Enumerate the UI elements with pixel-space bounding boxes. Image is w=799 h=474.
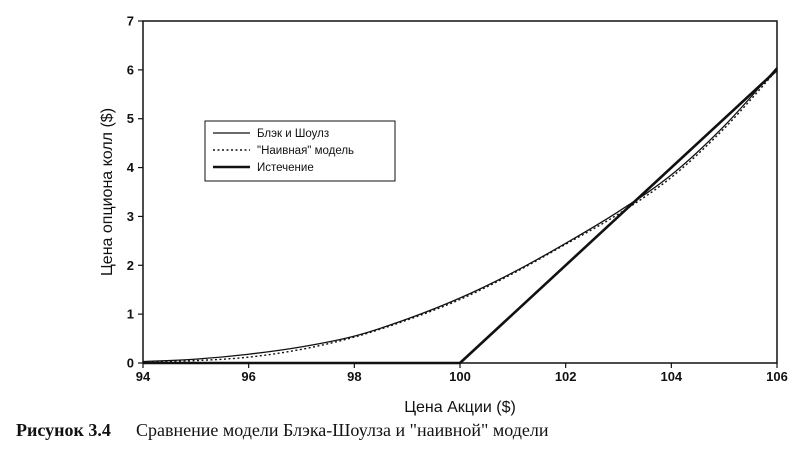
y-axis-title: Цена опциона колл ($) <box>99 108 116 276</box>
x-tick-label: 100 <box>449 369 471 384</box>
x-tick-label: 104 <box>660 369 682 384</box>
y-tick-label: 6 <box>127 62 134 77</box>
legend-label-0: Блэк и Шоулз <box>257 128 329 140</box>
y-tick-label: 1 <box>127 307 134 322</box>
figure-number: Рисунок 3.4 <box>16 420 111 440</box>
y-tick-label: 7 <box>127 14 134 29</box>
x-tick-label: 98 <box>347 369 361 384</box>
x-tick-label: 102 <box>555 369 577 384</box>
figure-caption: Рисунок 3.4 Сравнение модели Блэка-Шоулза… <box>16 420 549 441</box>
y-tick-label: 0 <box>127 356 134 371</box>
plot-frame <box>142 20 778 364</box>
y-tick-label: 3 <box>127 209 134 224</box>
series-layer <box>142 66 778 365</box>
axis-ticks: 94 96 98 100 102 104 106 0 1 2 3 4 5 6 7 <box>127 14 788 385</box>
legend: Блэк и Шоулз "Наивная" модель Истечение <box>204 120 396 182</box>
x-tick-label: 106 <box>766 369 788 384</box>
x-axis-title: Цена Акции ($) <box>404 399 516 416</box>
y-tick-label: 5 <box>127 111 134 126</box>
series-line-2 <box>143 68 778 365</box>
series-line-0 <box>142 66 778 363</box>
y-tick-label: 2 <box>127 258 134 273</box>
legend-label-2: Истечение <box>257 162 314 174</box>
figure-caption-text: Сравнение модели Блэка-Шоулза и "наивной… <box>136 420 549 440</box>
x-tick-label: 96 <box>241 369 255 384</box>
legend-box <box>204 120 396 182</box>
plot-area <box>142 20 778 364</box>
series-line-1 <box>142 69 778 363</box>
y-tick-label: 4 <box>127 160 135 175</box>
legend-label-1: "Наивная" модель <box>257 145 354 157</box>
x-tick-label: 94 <box>136 369 151 384</box>
